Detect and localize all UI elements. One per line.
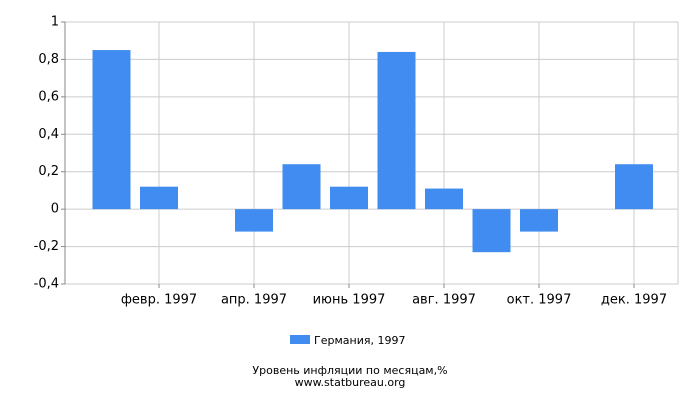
legend-label: Германия, 1997 [314,334,405,347]
chart-subtitle: www.statbureau.org [295,376,406,389]
x-tick-label: июнь 1997 [313,293,386,308]
bar [377,51,416,210]
y-tick-label: -0,2 [34,239,59,254]
chart-title: Уровень инфляции по месяцам,% [252,364,447,377]
y-tick-label: 0,2 [38,164,59,179]
bar [92,50,131,210]
y-tick-label: 0 [51,202,59,217]
plot-area [64,21,679,285]
bar [615,164,653,210]
bar [330,186,368,210]
y-tick-label: -0,4 [34,277,59,292]
y-tick-label: 0,4 [38,127,59,142]
bar [140,186,178,210]
bar [425,188,463,210]
x-tick-label: апр. 1997 [221,293,287,308]
x-tick-label: авг. 1997 [412,293,476,308]
y-tick-label: 0,6 [38,89,59,104]
bar [235,209,273,232]
x-tick-label: февр. 1997 [121,293,197,308]
bar [520,209,558,232]
y-tick-label: 1 [51,15,59,30]
y-tick-label: 0,8 [38,52,59,67]
legend-swatch [290,335,310,344]
bar [282,164,321,210]
bar [472,209,511,253]
x-tick-label: окт. 1997 [507,293,572,308]
x-tick-label: дек. 1997 [601,293,667,308]
